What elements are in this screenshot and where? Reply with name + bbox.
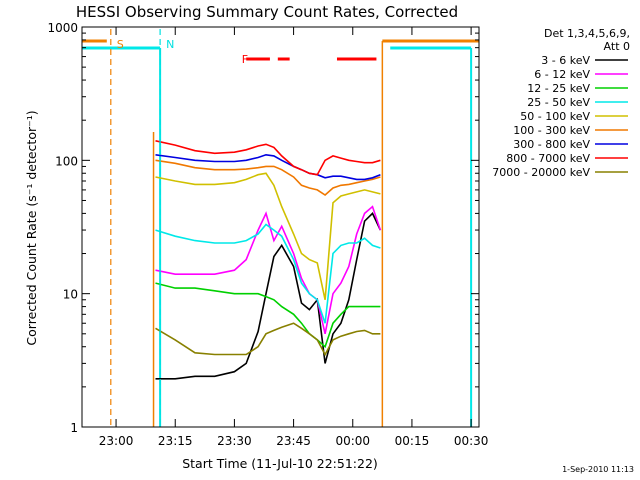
legend-entry-label: 6 - 12 keV — [534, 68, 590, 81]
y-axis-label: Corrected Count Rate (s⁻¹ detector⁻¹) — [24, 110, 39, 345]
x-tick-label: 23:15 — [158, 434, 193, 448]
series-line — [155, 172, 381, 300]
series-line — [155, 223, 381, 324]
legend-entry-label: 12 - 25 keV — [527, 82, 590, 95]
y-tick-label: 1 — [70, 421, 78, 435]
legend-entry-label: 300 - 800 keV — [513, 138, 590, 151]
legend-entry-label: 50 - 100 keV — [520, 110, 590, 123]
series-line — [155, 322, 381, 357]
x-tick-labels: 23:00 23:15 23:30 23:45 00:00 00:15 00:30 — [99, 434, 489, 448]
legend-header-line1: Det 1,3,4,5,6,9, — [544, 27, 630, 40]
series-line — [155, 212, 382, 380]
legend-entry-label: 7000 - 20000 keV — [492, 166, 590, 179]
x-tick-label: 23:45 — [276, 434, 311, 448]
x-tick-label: 00:00 — [335, 434, 370, 448]
legend-header-line2: Att 0 — [604, 40, 630, 53]
series-layer — [155, 140, 382, 380]
series-line — [155, 205, 382, 334]
y-tick-label: 10 — [63, 288, 78, 302]
y-tick-label: 100 — [55, 154, 78, 168]
x-tick-label: 23:30 — [217, 434, 252, 448]
marker-label: S — [117, 38, 124, 51]
data-gap-layer — [82, 39, 479, 427]
legend-entry-label: 3 - 6 keV — [541, 54, 590, 67]
series-line — [155, 282, 381, 349]
y-tick-label: 1000 — [47, 21, 78, 35]
marker-label: N — [166, 38, 174, 51]
marker-label: F — [242, 53, 248, 66]
x-tick-label: 00:30 — [454, 434, 489, 448]
series-line — [155, 159, 381, 197]
x-tick-label: 00:15 — [395, 434, 430, 448]
y-tick-labels: 1 10 100 1000 — [47, 21, 78, 435]
legend-entry-label: 800 - 7000 keV — [506, 152, 590, 165]
plot-frame — [81, 26, 480, 428]
series-line — [155, 140, 381, 176]
chart-title: HESSI Observing Summary Count Rates, Cor… — [76, 3, 458, 21]
x-axis-label: Start Time (11-Jul-10 22:51:22) — [182, 456, 378, 471]
marker-layer: S N F — [110, 29, 377, 427]
x-tick-label: 23:00 — [99, 434, 134, 448]
legend-entry-label: 100 - 300 keV — [513, 124, 590, 137]
generation-timestamp: 1-Sep-2010 11:13 — [562, 465, 634, 474]
legend-entry-label: 25 - 50 keV — [527, 96, 590, 109]
